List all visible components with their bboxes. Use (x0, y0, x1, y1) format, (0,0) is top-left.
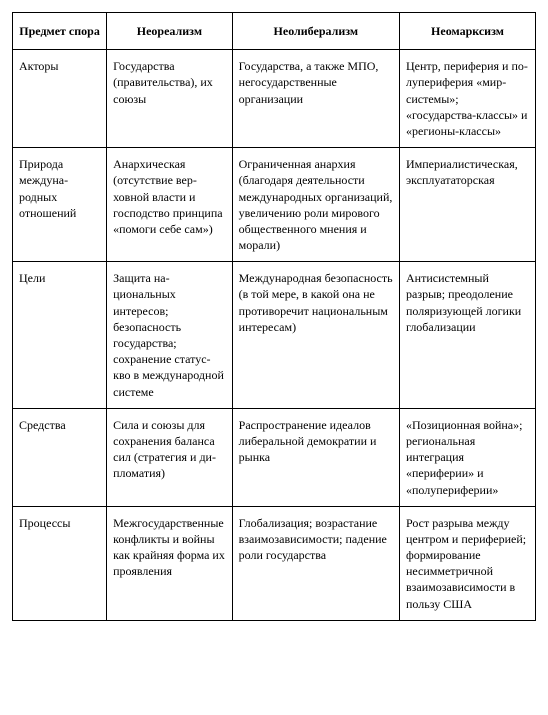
cell-subject: Процессы (13, 506, 107, 620)
cell-subject: Средства (13, 408, 107, 506)
header-neoliberalism: Неолиберализм (232, 13, 399, 50)
cell-subject: Акторы (13, 50, 107, 148)
comparison-table: Предмет спора Неореализм Неолиберализм Н… (12, 12, 536, 621)
header-neomarxism: Неомарксизм (400, 13, 536, 50)
cell-neoliberalism: Международная безопасность (в той мере, … (232, 262, 399, 409)
header-neorealism: Неореализм (107, 13, 233, 50)
cell-subject: Цели (13, 262, 107, 409)
cell-neoliberalism: Ограниченная анар­хия (благодаря дея­тел… (232, 148, 399, 262)
table-row: Акторы Государства (правительства), их с… (13, 50, 536, 148)
cell-neoliberalism: Государства, а также МПО, негосударст­ве… (232, 50, 399, 148)
cell-neomarxism: «Позицион­ная война»; региональная интег… (400, 408, 536, 506)
cell-subject: Природа междуна­родных отношений (13, 148, 107, 262)
header-subject: Предмет спора (13, 13, 107, 50)
cell-neomarxism: Империалисти­ческая, эксплу­ататорская (400, 148, 536, 262)
cell-neorealism: Анархическая (отсутствие вер­ховной влас… (107, 148, 233, 262)
cell-neorealism: Межгосударст­венные конф­ликты и войны к… (107, 506, 233, 620)
table-row: Процессы Межгосударст­венные конф­ликты … (13, 506, 536, 620)
cell-neorealism: Государства (правительства), их союзы (107, 50, 233, 148)
table-row: Природа междуна­родных отношений Анархич… (13, 148, 536, 262)
table-row: Средства Сила и союзы для сохранения бал… (13, 408, 536, 506)
cell-neoliberalism: Глобализация; воз­растание взаимозависи­… (232, 506, 399, 620)
cell-neomarxism: Антисистемный разрыв; преодо­ление поляр… (400, 262, 536, 409)
cell-neomarxism: Рост разрыва между центром и периферией;… (400, 506, 536, 620)
cell-neoliberalism: Распространение идеалов либеральной демо… (232, 408, 399, 506)
cell-neorealism: Сила и союзы для сохранения баланса сил … (107, 408, 233, 506)
cell-neorealism: Защита на­циональных интересов; безопасн… (107, 262, 233, 409)
table-header-row: Предмет спора Неореализм Неолиберализм Н… (13, 13, 536, 50)
cell-neomarxism: Центр, пери­ферия и по­лупериферия «мир-… (400, 50, 536, 148)
table-row: Цели Защита на­циональных интересов; без… (13, 262, 536, 409)
